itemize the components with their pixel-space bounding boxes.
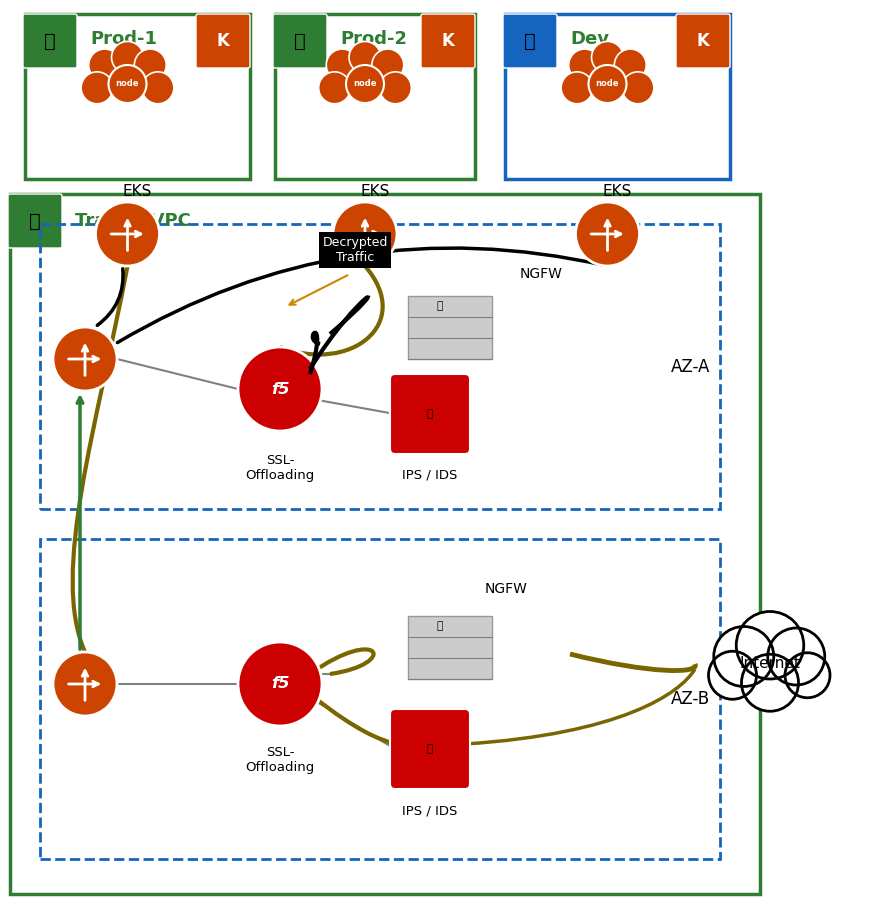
Circle shape [592, 42, 624, 73]
Circle shape [53, 327, 117, 391]
FancyBboxPatch shape [8, 194, 62, 248]
FancyBboxPatch shape [10, 194, 760, 894]
Text: IPS / IDS: IPS / IDS [402, 804, 458, 817]
FancyBboxPatch shape [503, 14, 557, 68]
Circle shape [561, 72, 593, 103]
Text: EKS: EKS [602, 184, 632, 199]
Circle shape [111, 42, 144, 73]
Circle shape [615, 49, 647, 81]
FancyBboxPatch shape [505, 14, 730, 179]
FancyBboxPatch shape [25, 14, 250, 179]
Circle shape [95, 202, 160, 266]
Circle shape [134, 49, 167, 81]
Text: SSL-
Offloading: SSL- Offloading [245, 746, 315, 774]
Circle shape [588, 65, 626, 103]
Text: Dev: Dev [570, 30, 609, 48]
Text: node: node [354, 79, 377, 89]
FancyBboxPatch shape [408, 296, 492, 359]
Circle shape [318, 72, 350, 103]
Text: AZ-A: AZ-A [670, 358, 710, 375]
Text: f5: f5 [271, 382, 289, 396]
Text: f5: f5 [271, 676, 289, 691]
Circle shape [333, 202, 397, 266]
Text: 🔒: 🔒 [294, 31, 306, 51]
Text: EKS: EKS [123, 184, 153, 199]
Circle shape [379, 72, 411, 103]
Circle shape [622, 72, 654, 103]
FancyBboxPatch shape [275, 14, 475, 179]
Text: AZ-B: AZ-B [671, 690, 710, 708]
Circle shape [714, 626, 774, 687]
Text: K: K [442, 32, 454, 50]
Text: IPS / IDS: IPS / IDS [402, 469, 458, 482]
Text: NGFW: NGFW [520, 267, 563, 281]
Text: K: K [697, 32, 709, 50]
Text: Internet: Internet [740, 656, 801, 672]
FancyBboxPatch shape [408, 616, 492, 679]
Text: EKS: EKS [361, 184, 390, 199]
Text: 🔥: 🔥 [437, 301, 443, 311]
Text: 🔒: 🔒 [524, 31, 536, 51]
FancyBboxPatch shape [421, 14, 475, 68]
Circle shape [767, 628, 825, 685]
Circle shape [53, 652, 117, 716]
Circle shape [238, 347, 322, 431]
Text: node: node [116, 79, 139, 89]
FancyBboxPatch shape [390, 374, 470, 454]
Circle shape [349, 42, 381, 73]
Text: 🔍: 🔍 [427, 409, 433, 419]
Text: 🔥: 🔥 [437, 622, 443, 631]
Circle shape [326, 49, 358, 81]
Circle shape [736, 612, 804, 679]
Circle shape [142, 72, 174, 103]
Circle shape [742, 654, 798, 711]
FancyBboxPatch shape [196, 14, 250, 68]
FancyBboxPatch shape [390, 709, 470, 789]
Circle shape [89, 49, 121, 81]
Circle shape [569, 49, 601, 81]
Circle shape [708, 651, 757, 699]
FancyBboxPatch shape [676, 14, 730, 68]
Circle shape [108, 65, 146, 103]
Text: Prod-1: Prod-1 [90, 30, 157, 48]
Circle shape [81, 72, 113, 103]
Circle shape [238, 642, 322, 726]
Text: SSL-
Offloading: SSL- Offloading [245, 454, 315, 482]
Text: K: K [217, 32, 229, 50]
Circle shape [346, 65, 384, 103]
FancyBboxPatch shape [273, 14, 327, 68]
Circle shape [372, 49, 404, 81]
Circle shape [575, 202, 639, 266]
Text: NGFW: NGFW [485, 582, 527, 596]
Text: Prod-2: Prod-2 [340, 30, 407, 48]
Text: 🔒: 🔒 [29, 212, 41, 230]
Text: Transit VPC: Transit VPC [75, 212, 191, 230]
Text: 🔍: 🔍 [427, 744, 433, 754]
Text: node: node [595, 79, 619, 89]
Text: Decrypted
Traffic: Decrypted Traffic [322, 236, 388, 264]
Text: 🔒: 🔒 [44, 31, 56, 51]
FancyBboxPatch shape [23, 14, 77, 68]
Circle shape [785, 652, 830, 698]
